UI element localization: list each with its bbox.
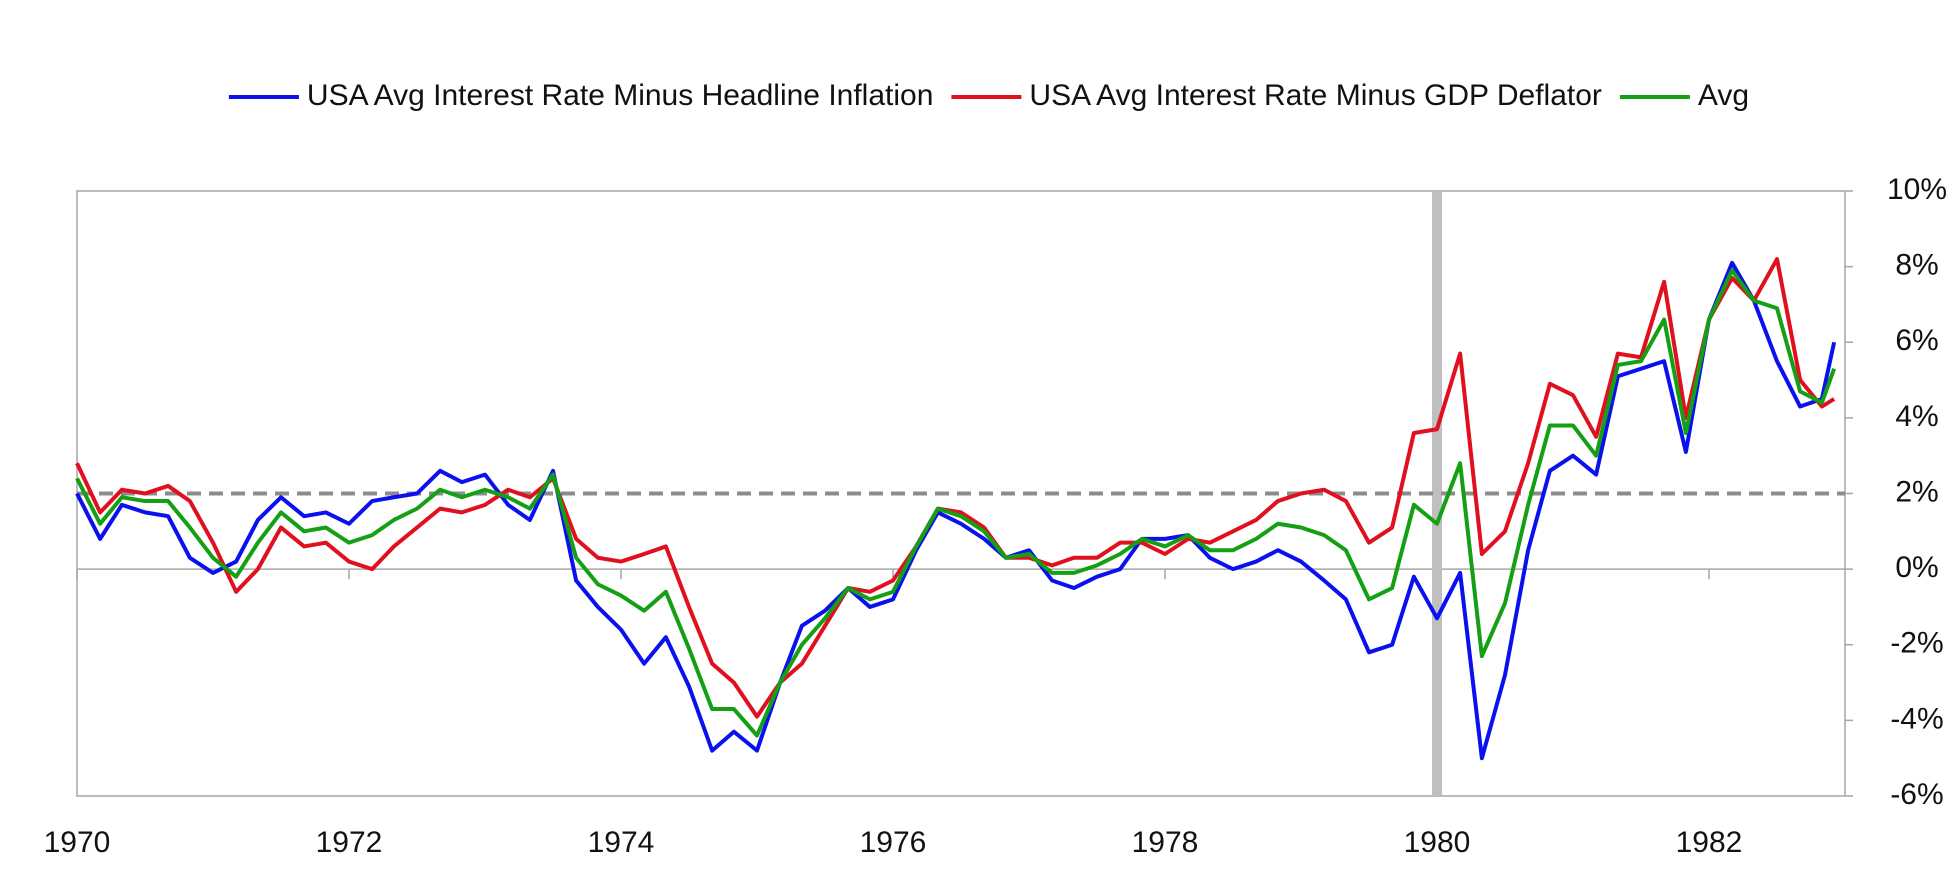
y-tick-label: 6% xyxy=(1895,324,1938,357)
legend-label: USA Avg Interest Rate Minus GDP Deflator xyxy=(1029,79,1602,112)
y-tick-label: -2% xyxy=(1890,627,1943,660)
y-tick-label: 8% xyxy=(1895,249,1938,282)
x-tick-label: 1972 xyxy=(316,826,383,859)
legend: USA Avg Interest Rate Minus Headline Inf… xyxy=(228,79,1749,112)
series-line xyxy=(75,260,1837,761)
y-tick-label: -4% xyxy=(1890,702,1943,735)
y-tick-label: -6% xyxy=(1890,778,1943,811)
y-tick-label: 10% xyxy=(1887,173,1947,206)
x-tick-label: 1970 xyxy=(44,826,111,859)
x-tick-label: 1976 xyxy=(860,826,927,859)
x-tick-label: 1982 xyxy=(1676,826,1743,859)
y-tick-label: 2% xyxy=(1895,475,1938,508)
x-tick-label: 1980 xyxy=(1404,826,1471,859)
y-tick-label: 0% xyxy=(1895,551,1938,584)
series-line xyxy=(75,268,1837,738)
x-tick-label: 1978 xyxy=(1132,826,1199,859)
x-tick-label: 1974 xyxy=(588,826,655,859)
legend-label: USA Avg Interest Rate Minus Headline Inf… xyxy=(307,79,933,112)
y-tick-label: 4% xyxy=(1895,400,1938,433)
legend-label: Avg xyxy=(1698,79,1749,112)
series-line xyxy=(75,257,1836,719)
